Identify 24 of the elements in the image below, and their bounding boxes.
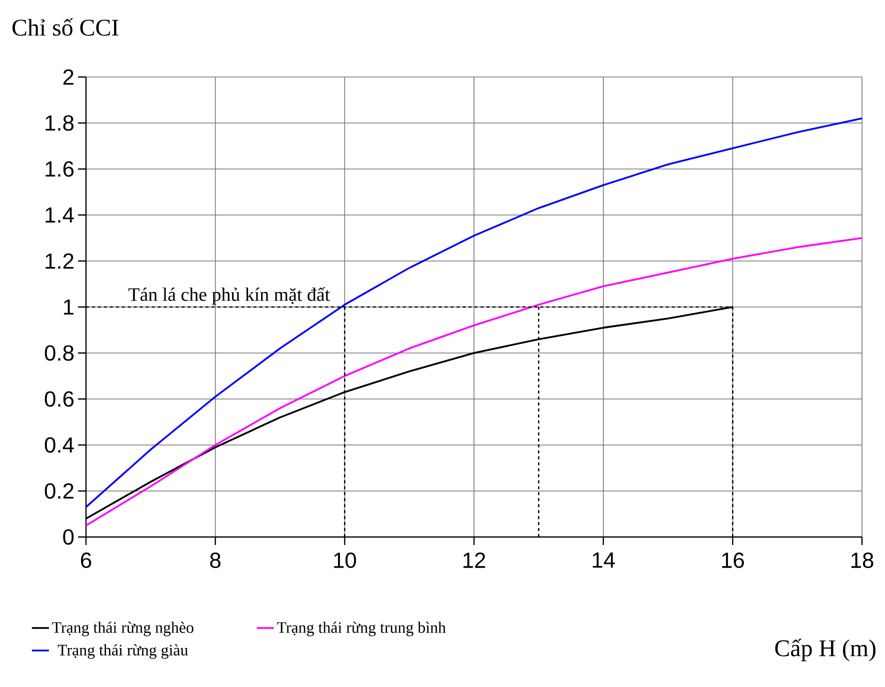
x-tick-label: 8 — [210, 552, 220, 568]
legend-label: Trạng thái rừng trung bình — [277, 622, 446, 636]
y-tick-label: 1.6 — [46, 161, 74, 177]
y-axis-title: Chỉ số CCI — [12, 18, 118, 36]
y-tick-label: 1.4 — [46, 207, 74, 223]
x-tick-label: 14 — [592, 552, 615, 568]
legend-label: Trạng thái rừng nghèo — [52, 622, 194, 636]
ref-line-label: Tán lá che phủ kín mặt đất — [128, 287, 330, 305]
x-tick-label: 16 — [722, 552, 744, 568]
x-tick-label: 18 — [851, 552, 874, 568]
y-tick-label: 1 — [64, 299, 74, 315]
legend-label: Trạng thái rừng giàu — [58, 644, 188, 659]
y-tick-label: 1.8 — [46, 115, 74, 131]
y-tick-label: 0.4 — [44, 437, 74, 453]
y-tick-label: 0.2 — [44, 483, 74, 499]
y-tick-label: 0.6 — [44, 391, 74, 407]
y-tick-label: 0 — [63, 529, 74, 545]
x-axis-title: Cấp H (m) — [775, 638, 876, 662]
x-tick-label: 6 — [81, 552, 92, 568]
y-tick-label: 2 — [63, 69, 74, 85]
x-tick-label: 10 — [334, 552, 356, 568]
x-tick-label: 12 — [463, 552, 486, 568]
y-tick-label: 0.8 — [44, 345, 74, 361]
y-tick-label: 1.2 — [46, 253, 74, 269]
